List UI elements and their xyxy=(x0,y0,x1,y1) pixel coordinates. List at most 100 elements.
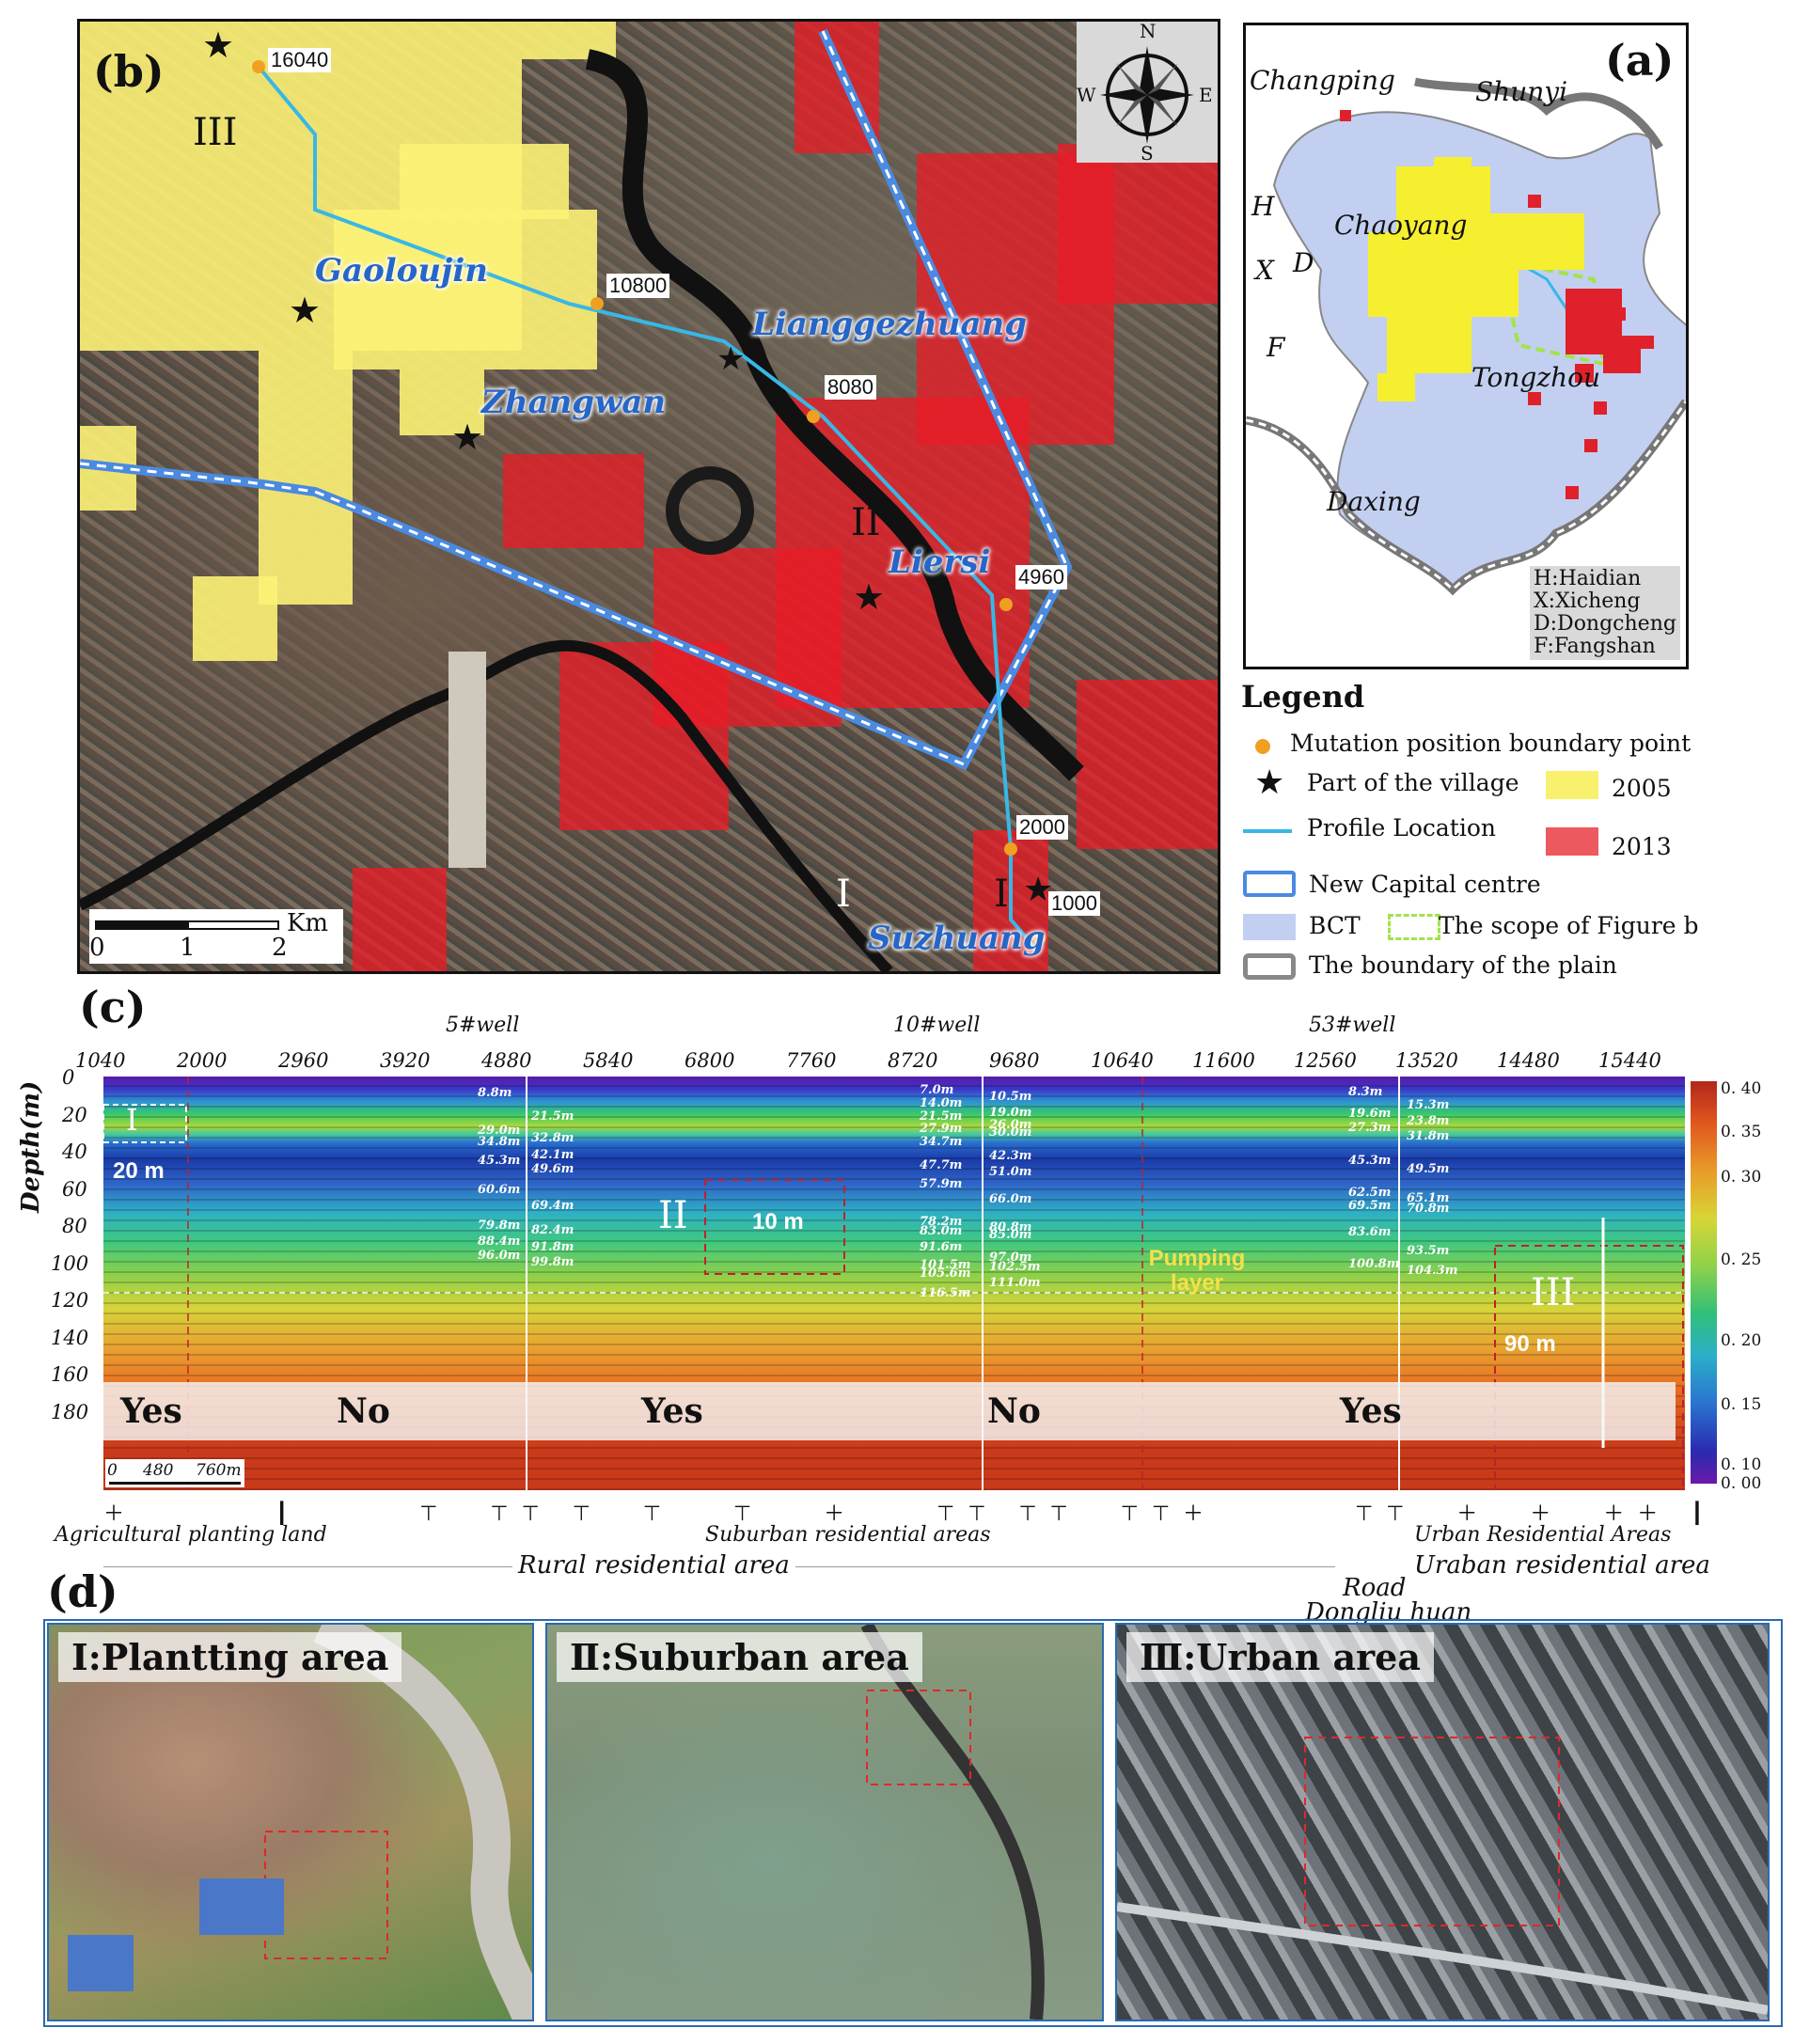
x-tick-label: 5840 xyxy=(583,1049,634,1072)
zone-label-ii: II xyxy=(851,501,881,544)
well-depth-label: 23.8m xyxy=(1407,1114,1450,1128)
scale-tick: 1 xyxy=(180,934,196,962)
panel-label-c: (c) xyxy=(79,982,147,1032)
well-depth-label: 31.8m xyxy=(1407,1128,1450,1143)
colorbar-tick-label: 0. 25 xyxy=(1721,1250,1762,1269)
profile-zone-i: I xyxy=(126,1102,138,1138)
village-star-icon: ★ xyxy=(1254,763,1285,802)
profile-line xyxy=(257,65,1041,954)
village-star: ★ xyxy=(202,24,234,66)
colorbar-tick-label: 0. 30 xyxy=(1721,1168,1762,1187)
boundary-label-4960: 4960 xyxy=(1015,565,1067,590)
well-depth-label: 79.8m xyxy=(478,1218,521,1233)
zone-2013-block xyxy=(503,454,644,548)
colorbar-tick-label: 0. 40 xyxy=(1721,1079,1762,1098)
yes-no-label: No xyxy=(337,1391,390,1431)
well-10-label: 10#well xyxy=(893,1014,981,1037)
profile-zone-ii: II xyxy=(658,1194,688,1237)
well-depth-label: 69.4m xyxy=(531,1199,574,1214)
well-depth-label: 104.3m xyxy=(1407,1263,1458,1278)
landuse-uraban-residential: Uraban residential area xyxy=(1414,1551,1710,1580)
x-tick-label: 4880 xyxy=(481,1049,532,1072)
landuse-rural: Rural residential area xyxy=(512,1551,795,1580)
landuse-suburban: Suburban residential areas xyxy=(705,1523,991,1547)
photo-frame xyxy=(43,1619,1783,2027)
scale-line xyxy=(109,1482,241,1485)
legend-scope: The scope of Figure b xyxy=(1439,912,1699,939)
place-zhangwan: Zhangwan xyxy=(481,384,667,421)
scale-tick: 0 xyxy=(107,1461,118,1480)
well-depth-label: 21.5m xyxy=(531,1109,574,1124)
district-d: D xyxy=(1293,247,1314,278)
x-tick-label: 1040 xyxy=(75,1049,126,1072)
zone-iii-box xyxy=(1494,1245,1684,1490)
abbreviation-box: H:Haidian X:Xicheng D:Dongcheng F:Fangsh… xyxy=(1530,566,1680,660)
boundary-label-8080: 8080 xyxy=(825,375,876,400)
new-capital-centre-outline xyxy=(80,30,1069,766)
y-tick-label: 120 xyxy=(51,1289,89,1312)
scale-segment xyxy=(95,920,187,930)
y-tick-label: 20 xyxy=(62,1103,87,1126)
landuse-agricultural: Agricultural planting land xyxy=(55,1523,327,1547)
landuse-road: Road xyxy=(1343,1574,1407,1602)
boundary-point xyxy=(1004,842,1017,856)
village-star: ★ xyxy=(1023,871,1053,909)
river xyxy=(80,639,893,971)
well-depth-label: 42.3m xyxy=(989,1148,1032,1163)
well-depth-label: 105.6m xyxy=(920,1266,971,1281)
district-f: F xyxy=(1267,332,1285,363)
x-tick-label: 14480 xyxy=(1497,1049,1560,1072)
compass-n: N xyxy=(1140,20,1157,42)
colorbar xyxy=(1691,1081,1717,1484)
district-changping: Changping xyxy=(1250,65,1395,96)
village-star: ★ xyxy=(716,340,745,378)
well-depth-label: 70.8m xyxy=(1407,1201,1450,1216)
profile-overlay xyxy=(103,1077,1685,1490)
well-depth-label: 19.6m xyxy=(1348,1106,1392,1121)
zone-2005-block xyxy=(259,351,353,605)
zone-i-box xyxy=(103,1104,187,1143)
well-depth-label: 65.1m xyxy=(1407,1190,1450,1205)
y-tick-label: 160 xyxy=(51,1363,89,1386)
well-depth-label: 78.2m xyxy=(920,1215,963,1230)
boundary-point xyxy=(999,598,1013,611)
x-tick-label: 11600 xyxy=(1192,1049,1255,1072)
well-depth-label: 26.0m xyxy=(989,1118,1032,1133)
place-gaoloujin: Gaoloujin xyxy=(315,252,488,290)
well-depth-label: 51.0m xyxy=(989,1164,1032,1179)
well-depth-label: 101.5m xyxy=(920,1258,971,1273)
well-depth-label: 27.9m xyxy=(920,1122,963,1137)
yes-no-label: Yes xyxy=(1340,1391,1402,1431)
y-axis-label: Depth(m) xyxy=(17,1080,45,1213)
x-tick-label: 9680 xyxy=(989,1049,1040,1072)
abbr-xicheng: X:Xicheng xyxy=(1534,590,1641,613)
swatch-2005 xyxy=(1546,771,1598,799)
zone-2013-block xyxy=(1058,144,1218,304)
photo-urban-overlay xyxy=(1117,1737,1768,2015)
well-depth-label: 91.8m xyxy=(531,1240,574,1255)
legend-mutation-point: Mutation position boundary point xyxy=(1290,730,1692,757)
ring-feature xyxy=(666,466,754,555)
well-depth-label: 82.4m xyxy=(531,1222,574,1237)
well-depth-label: 30.0m xyxy=(989,1125,1032,1140)
landuse-dongliu-huan: Dongliu huan xyxy=(1305,1598,1472,1627)
y-axis-label-wrap: Depth(m) xyxy=(17,1081,45,1213)
well-depth-label: 42.1m xyxy=(531,1148,574,1163)
photo-title-planting: Ⅰ:Plantting area xyxy=(58,1632,402,1682)
zone-2013-block xyxy=(353,868,447,971)
colorbar-tick-label: 0. 10 xyxy=(1721,1455,1762,1474)
place-lianggezhuang: Lianggezhuang xyxy=(752,306,1028,343)
scale-tick: 760m xyxy=(196,1461,242,1480)
scale-tick: 0 xyxy=(89,934,105,962)
y-tick-label: 180 xyxy=(51,1400,89,1423)
x-tick-label: 6800 xyxy=(685,1049,735,1072)
zone-2013-block xyxy=(1077,680,1218,849)
well-depth-label: 96.0m xyxy=(478,1248,521,1263)
colorbar-tick-label: 0. 20 xyxy=(1721,1331,1762,1350)
legend-2013: 2013 xyxy=(1612,833,1672,860)
x-tick-label: 10640 xyxy=(1091,1049,1154,1072)
well-depth-label: 116.5m xyxy=(920,1286,971,1301)
plain-boundary xyxy=(1246,401,1686,592)
x-tick-label: 8720 xyxy=(888,1049,938,1072)
well-depth-label: 99.8m xyxy=(531,1255,574,1270)
